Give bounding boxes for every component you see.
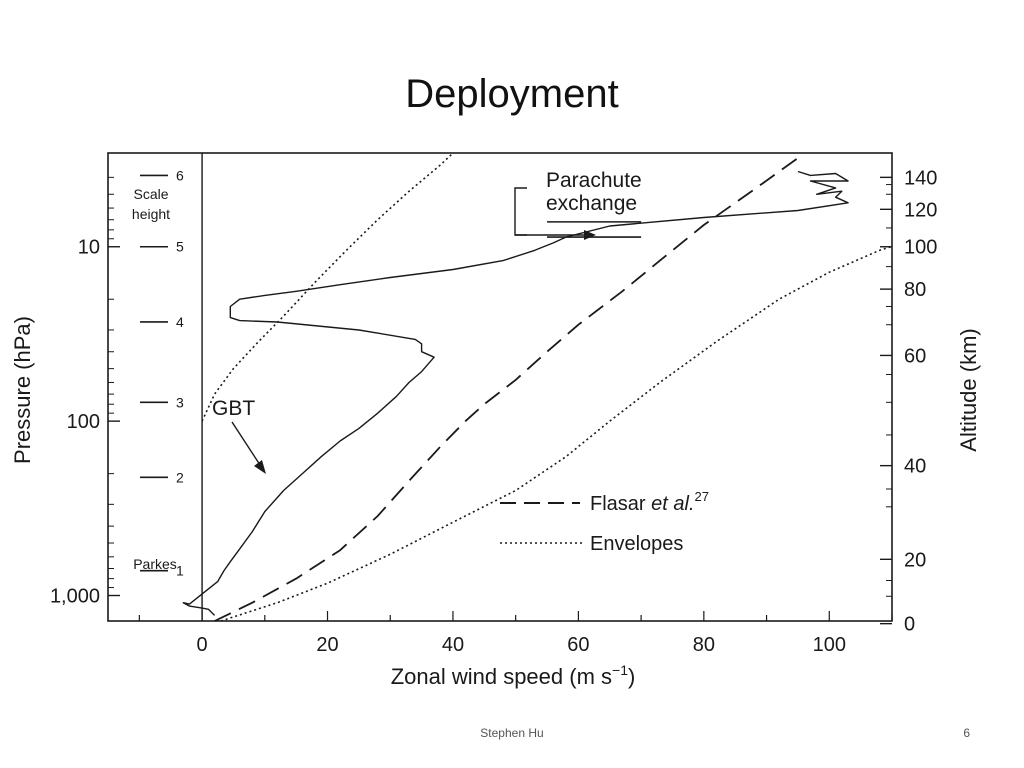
scale-height-mark-label: 3 [176, 394, 184, 410]
legend-entry-flasar: Flasar et al.27 [590, 489, 709, 515]
x-axis-label: Zonal wind speed (m s−1) [391, 662, 636, 689]
scale-height-mark-label: 6 [176, 167, 184, 183]
series-dotted-line-3 [220, 245, 892, 621]
x-tick-label: 40 [442, 634, 464, 656]
legend-entry-flasar-sup: 27 [695, 489, 709, 504]
scale-height-mark-label: 4 [176, 314, 184, 330]
legend-entry-envelopes: Envelopes [590, 533, 683, 555]
scale-height-mark-label: 5 [176, 239, 184, 255]
y2-tick-label: 40 [904, 456, 926, 478]
y2-tick-label: 20 [904, 549, 926, 571]
slide-page-number: 6 [963, 726, 970, 740]
y-tick-label: 10 [78, 237, 100, 259]
x-tick-label: 60 [567, 634, 589, 656]
x-tick-label: 20 [316, 634, 338, 656]
y-tick-label: 100 [67, 411, 100, 433]
slide-footer-author: Stephen Hu [480, 726, 544, 740]
y2-tick-label: 100 [904, 237, 937, 259]
slide-title: Deployment [405, 72, 619, 116]
legend-entry-flasar-italic: et al. [651, 493, 694, 515]
y2-tick-label: 0 [904, 614, 915, 636]
gbt-label: GBT [212, 397, 255, 420]
scale-height-label-bottom: height [132, 206, 170, 222]
x-tick-label: 100 [813, 634, 846, 656]
y2-tick-label: 80 [904, 279, 926, 301]
scale-height-label-top: Scale [133, 186, 168, 202]
x-axis-label-sup: −1 [612, 662, 628, 678]
x-axis-label-end: ) [628, 664, 635, 689]
y2-tick-label: 60 [904, 345, 926, 367]
plot-frame [107, 152, 893, 622]
gbt-arrow-shaft [231, 421, 263, 469]
y2-tick-label: 140 [904, 167, 937, 189]
series-solid-line-0 [182, 170, 849, 616]
y2-tick-label: 120 [904, 199, 937, 221]
y-tick-label: 1,000 [50, 586, 100, 608]
y2-axis-label: Altitude (km) [956, 328, 981, 451]
series-dashed-line-1 [214, 157, 799, 621]
series-dotted-line-2 [201, 153, 454, 422]
scale-height-mark-label: 2 [176, 469, 184, 485]
parachute-bracket [514, 187, 527, 236]
parachute-label-line2: exchange [546, 192, 637, 215]
parachute-label-line1: Parachute [546, 169, 642, 192]
x-tick-label: 0 [197, 634, 208, 656]
x-tick-label: 80 [693, 634, 715, 656]
gbt-arrow-head [254, 460, 266, 474]
parkes-label: Parkes [133, 556, 177, 572]
scale-height-mark-label: 1 [176, 563, 184, 579]
y-axis-label: Pressure (hPa) [10, 316, 35, 464]
